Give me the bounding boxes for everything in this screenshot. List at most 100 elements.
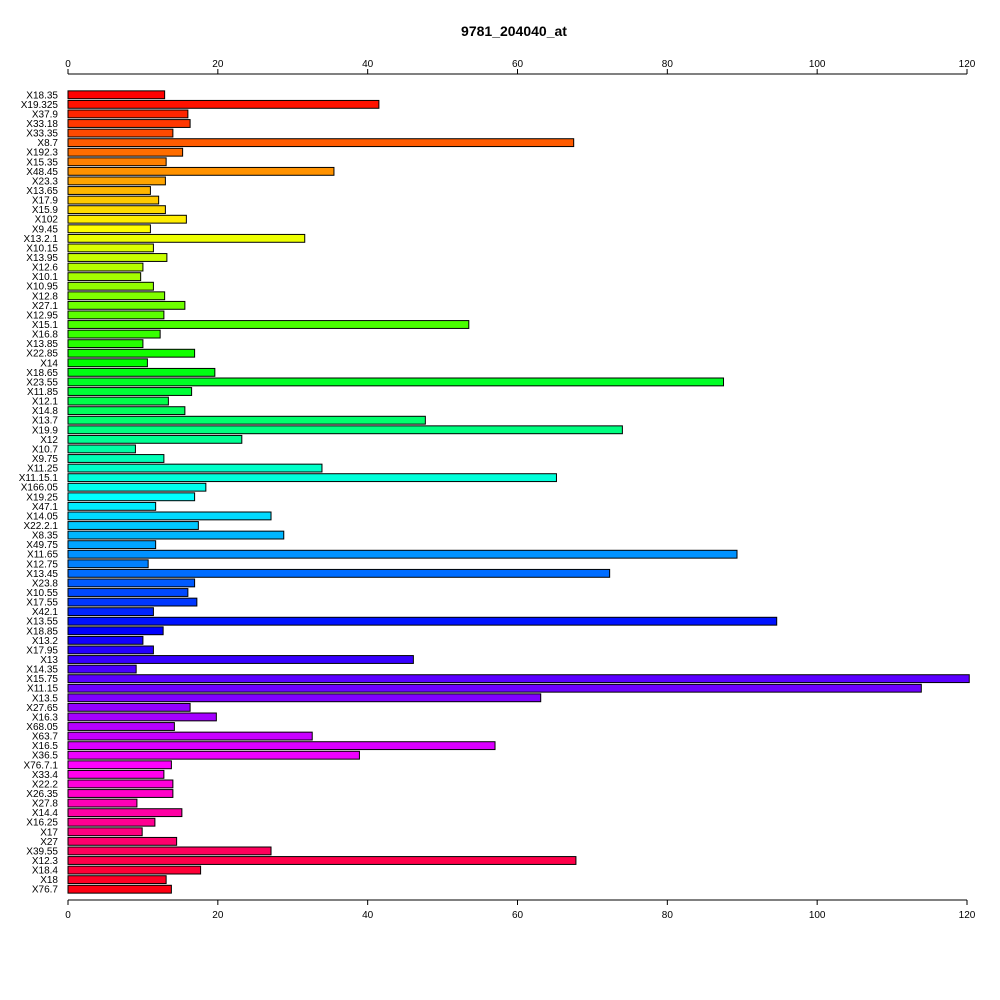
- bar-X10.1: [67, 272, 142, 282]
- category-label: X12.6: [32, 263, 59, 274]
- bar-X15.1: [67, 320, 470, 329]
- bar-X12: [67, 434, 243, 444]
- category-label: X9.75: [32, 454, 59, 465]
- category-label: X14: [40, 358, 58, 369]
- category-label: X27.65: [26, 703, 58, 714]
- bar-X18.65: [67, 367, 216, 377]
- category-label: X36.5: [32, 751, 59, 762]
- bar-X14: [67, 358, 148, 368]
- category-label: X13.5: [32, 693, 59, 704]
- category-label: X8.35: [32, 531, 59, 542]
- category-label: X23.3: [32, 176, 59, 187]
- category-label: X48.45: [26, 167, 58, 178]
- category-label: X27: [40, 837, 58, 848]
- category-label: X10.95: [26, 282, 58, 293]
- category-label: X63.7: [32, 732, 59, 743]
- bar-X14.35: [67, 664, 137, 674]
- tick-label: 20: [212, 59, 224, 70]
- category-label: X10.1: [32, 272, 59, 283]
- category-label: X16.25: [26, 818, 58, 829]
- bar-X15.75: [67, 674, 970, 684]
- bar-X14.8: [67, 406, 186, 416]
- category-label: X102: [35, 215, 59, 226]
- bar-X12.95: [67, 310, 165, 320]
- bar-X15.35: [67, 157, 167, 167]
- bar-X10.95: [67, 281, 154, 291]
- bar-X17.55: [67, 597, 198, 607]
- category-label: X18.4: [32, 866, 59, 877]
- bar-X13: [67, 655, 414, 664]
- bar-X13.7: [67, 415, 426, 425]
- bar-X9.75: [67, 454, 165, 463]
- bar-X33.4: [67, 769, 165, 779]
- category-label: X14.4: [32, 808, 59, 819]
- bar-X16.25: [67, 817, 156, 827]
- category-label: X13.2.1: [24, 234, 59, 245]
- category-label: X13.45: [26, 569, 58, 580]
- bar-X13.95: [67, 253, 168, 262]
- bar-X12.1: [67, 396, 169, 406]
- tick-label: 120: [959, 910, 976, 921]
- category-label: X11.25: [27, 464, 58, 475]
- bar-X22.85: [67, 348, 196, 358]
- category-label: X23.55: [26, 377, 58, 388]
- bar-X42.1: [67, 607, 154, 617]
- bar-X18.85: [67, 626, 164, 636]
- bar-X11.85: [67, 387, 193, 396]
- bar-X37.9: [67, 109, 189, 119]
- category-label: X22.85: [26, 349, 58, 360]
- category-label: X10.55: [26, 588, 58, 599]
- bar-X11.25: [67, 463, 323, 473]
- bar-X11.15.1: [67, 473, 557, 483]
- category-label: X16.3: [32, 712, 59, 723]
- bar-X13.55: [67, 616, 778, 626]
- category-label: X12.75: [26, 559, 58, 570]
- category-label: X13.85: [26, 339, 58, 350]
- tick-label: 40: [362, 910, 374, 921]
- category-label: X26.35: [26, 789, 58, 800]
- bar-X26.35: [67, 789, 174, 798]
- category-label: X23.8: [32, 578, 59, 589]
- category-label: X14.35: [26, 665, 58, 676]
- category-label: X15.35: [26, 157, 58, 168]
- tick-label: 80: [662, 910, 674, 921]
- bar-X16.8: [67, 329, 161, 339]
- category-label: X11.85: [27, 387, 58, 398]
- bar-X18: [67, 875, 167, 885]
- bar-X18.4: [67, 865, 202, 875]
- bar-X23.3: [67, 176, 166, 186]
- bar-X17.95: [67, 645, 154, 655]
- category-label: X33.4: [32, 770, 59, 781]
- bar-X27.8: [67, 798, 138, 808]
- bar-X10.55: [67, 588, 189, 597]
- category-label: X68.05: [26, 722, 58, 733]
- category-label: X13: [40, 655, 58, 666]
- bar-X68.05: [67, 722, 175, 731]
- bar-X19.25: [67, 492, 196, 502]
- tick-label: 120: [959, 59, 976, 70]
- bar-X13.85: [67, 339, 144, 349]
- category-label: X192.3: [26, 148, 58, 159]
- bar-X13.2: [67, 635, 144, 645]
- bar-X13.5: [67, 693, 542, 703]
- category-label: X13.65: [26, 186, 58, 197]
- category-label: X8.7: [37, 138, 58, 149]
- category-label: X12.1: [32, 397, 59, 408]
- bar-X27.1: [67, 300, 186, 310]
- bar-X10.15: [67, 243, 154, 253]
- category-label: X17.55: [26, 598, 58, 609]
- bar-X14.05: [67, 511, 272, 521]
- bar-X12.6: [67, 262, 144, 272]
- category-label: X166.05: [21, 483, 59, 494]
- category-label: X19.25: [26, 492, 58, 503]
- category-label: X49.75: [26, 540, 58, 551]
- tick-label: 80: [662, 59, 674, 70]
- category-label: X37.9: [32, 109, 59, 120]
- bar-X11.15: [67, 683, 922, 693]
- bar-X102: [67, 214, 187, 224]
- category-label: X27.1: [32, 301, 59, 312]
- category-label: X18.35: [26, 90, 58, 101]
- bar-X13.45: [67, 568, 611, 578]
- category-label: X13.95: [26, 253, 58, 264]
